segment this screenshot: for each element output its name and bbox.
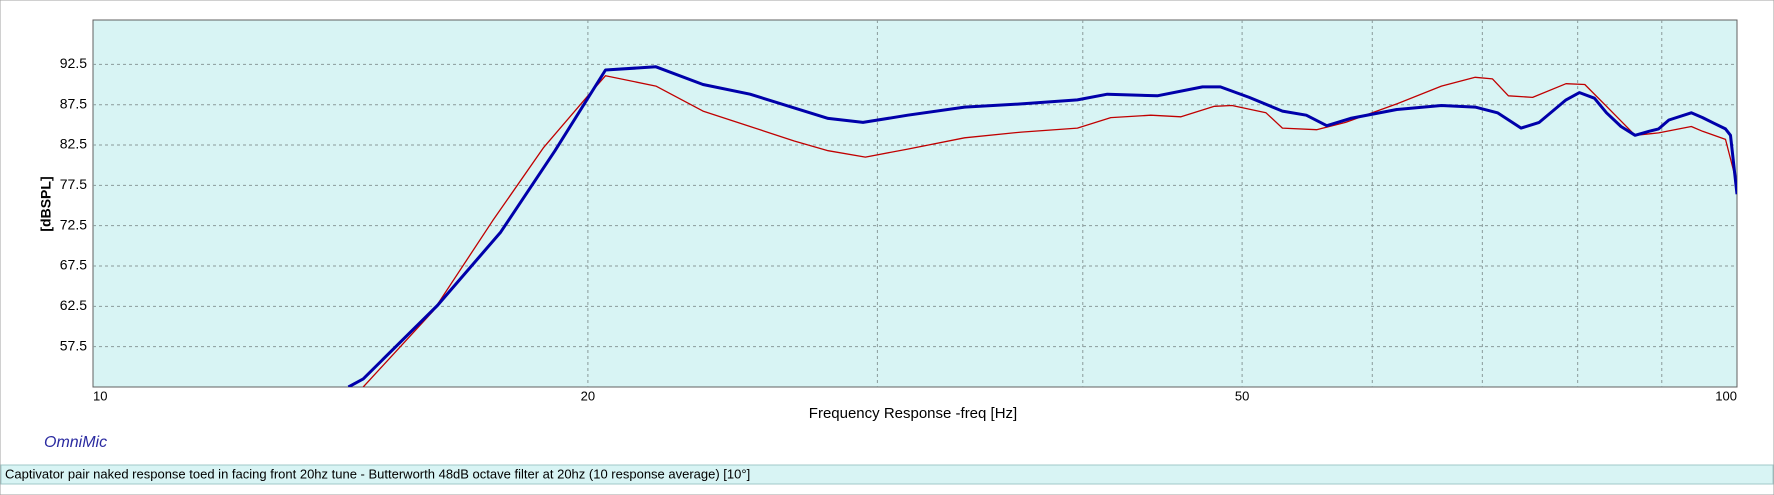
plot-area: [92, 19, 1738, 388]
y-tick-label: 62.5: [60, 297, 87, 313]
x-tick-label: 10: [93, 388, 107, 403]
y-tick-label: 87.5: [60, 95, 87, 111]
caption-bar: [0, 464, 1774, 485]
caption: Captivator pair naked response toed in f…: [5, 466, 750, 481]
watermark: OmniMic: [44, 434, 107, 451]
series-line: [347, 65, 1737, 387]
series-line: [362, 75, 1737, 387]
y-tick-label: 92.5: [60, 55, 87, 71]
y-tick-label: 72.5: [60, 216, 87, 232]
y-tick-label: 57.5: [60, 337, 87, 353]
y-tick-label: 67.5: [60, 257, 87, 273]
x-tick-label: 100: [1715, 388, 1737, 403]
x-axis-label: Frequency Response -freq [Hz]: [809, 405, 1017, 422]
y-axis-label: [dBSPL]: [38, 176, 54, 231]
y-tick-label: 82.5: [60, 136, 87, 152]
lines: [347, 65, 1737, 387]
x-tick-label: 20: [581, 388, 595, 403]
x-tick-label: 50: [1235, 388, 1249, 403]
grid: [93, 20, 1737, 387]
y-tick-label: 77.5: [60, 176, 87, 192]
